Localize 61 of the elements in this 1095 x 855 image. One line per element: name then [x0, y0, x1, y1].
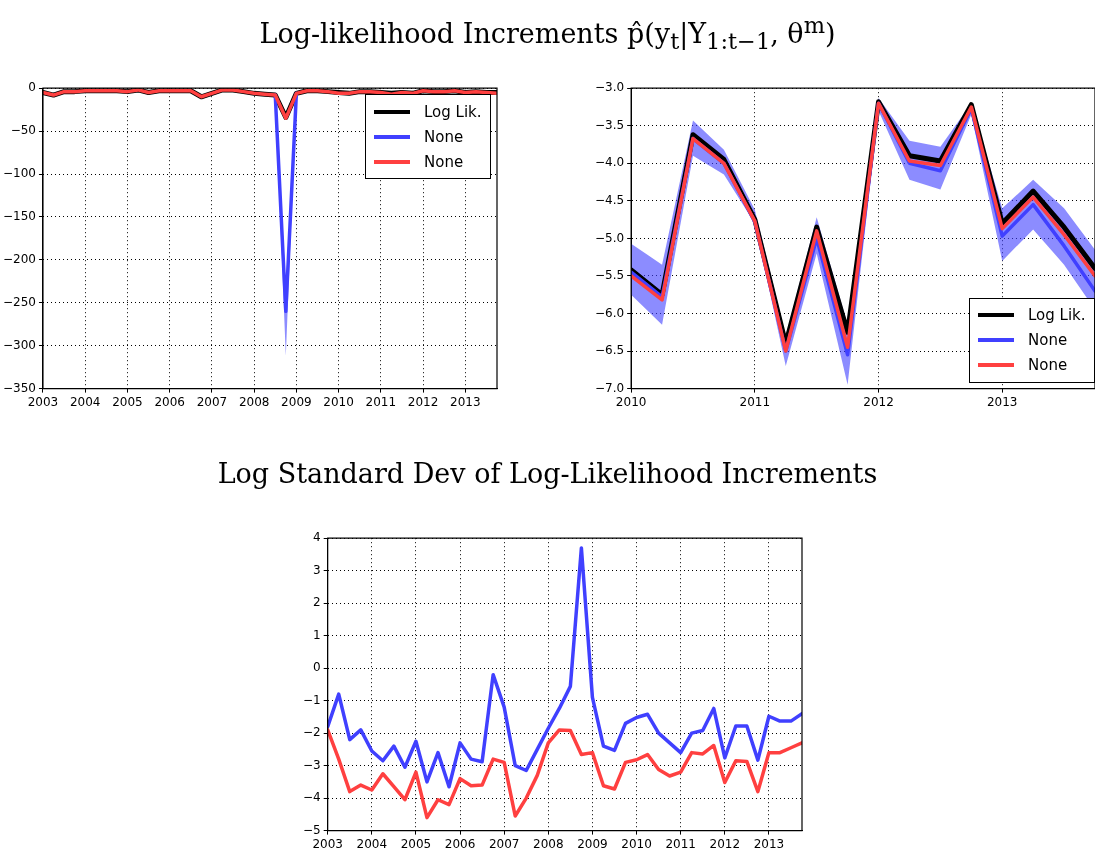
- x-tick-label: 2008: [238, 394, 270, 409]
- x-tick-label: 2010: [621, 836, 652, 851]
- y-tick-label: 0: [28, 80, 36, 95]
- x-tick-label: 2013: [986, 394, 1018, 409]
- x-tick-label: 2003: [27, 394, 59, 409]
- y-tick-label: −200: [2, 251, 36, 266]
- x-tick-label: 2011: [665, 836, 696, 851]
- x-tick-label: 2012: [407, 394, 439, 409]
- x-tick-label: 2011: [739, 394, 771, 409]
- y-tick-label: −5: [302, 822, 321, 837]
- y-tick-label: −150: [2, 209, 36, 224]
- y-tick-label: −100: [2, 166, 36, 181]
- x-tick-label: 2013: [753, 836, 785, 851]
- y-tick-label: −6.5: [595, 343, 625, 358]
- legend-label: Log Lik.: [424, 102, 482, 121]
- x-tick-label: 2010: [323, 394, 354, 409]
- legend-label: None: [424, 127, 464, 146]
- x-tick-label: 2004: [69, 394, 101, 409]
- y-tick-label: −1: [302, 692, 321, 707]
- x-tick-label: 2008: [533, 836, 564, 851]
- x-tick-label: 2007: [488, 836, 520, 851]
- y-tick-label: −3.5: [595, 117, 625, 132]
- y-tick-label: −5.0: [595, 230, 625, 245]
- x-tick-label: 2003: [312, 836, 343, 851]
- y-tick-label: 2: [313, 595, 321, 610]
- y-tick-label: −7.0: [595, 380, 625, 395]
- y-tick-label: 0: [313, 660, 321, 675]
- y-tick-label: −3: [302, 757, 321, 772]
- x-tick-label: 2012: [863, 394, 894, 409]
- y-tick-label: 1: [313, 627, 321, 642]
- y-tick-label: −2: [302, 725, 321, 740]
- y-tick-label: −5.5: [595, 268, 625, 283]
- chart-title: Log-likelihood Increments p̂(y$_{t}$|Y$_{1:t−1}$, θ$^{m}$): [258, 12, 837, 55]
- legend-label: None: [424, 152, 464, 171]
- chart-title: Log Standard Dev of Log-Likelihood Increments: [216, 458, 879, 489]
- x-tick-label: 2005: [400, 836, 432, 851]
- x-tick-label: 2009: [281, 394, 312, 409]
- x-tick-label: 2013: [450, 394, 481, 409]
- x-tick-label: 2006: [154, 394, 185, 409]
- x-tick-label: 2004: [356, 836, 388, 851]
- legend-label: None: [1028, 356, 1068, 375]
- y-tick-label: −3.0: [595, 80, 625, 95]
- legend-label: Log Lik.: [1028, 306, 1086, 325]
- x-tick-label: 2012: [709, 836, 741, 851]
- y-tick-label: −4: [302, 790, 321, 805]
- y-tick-label: −4.5: [595, 192, 625, 207]
- y-tick-label: −4.0: [595, 155, 625, 170]
- legend-label: None: [1028, 331, 1068, 350]
- x-tick-label: 2011: [365, 394, 397, 409]
- x-tick-label: 2009: [577, 836, 608, 851]
- x-tick-label: 2005: [112, 394, 143, 409]
- x-tick-label: 2006: [444, 836, 476, 851]
- x-tick-label: 2007: [196, 394, 228, 409]
- y-tick-label: −50: [10, 123, 36, 138]
- y-tick-label: 3: [313, 562, 321, 577]
- y-tick-label: −350: [2, 380, 36, 395]
- y-tick-label: −300: [2, 337, 36, 352]
- y-tick-label: −250: [2, 294, 36, 309]
- x-tick-label: 2010: [615, 394, 647, 409]
- y-tick-label: 4: [313, 530, 321, 545]
- y-tick-label: −6.0: [595, 305, 625, 320]
